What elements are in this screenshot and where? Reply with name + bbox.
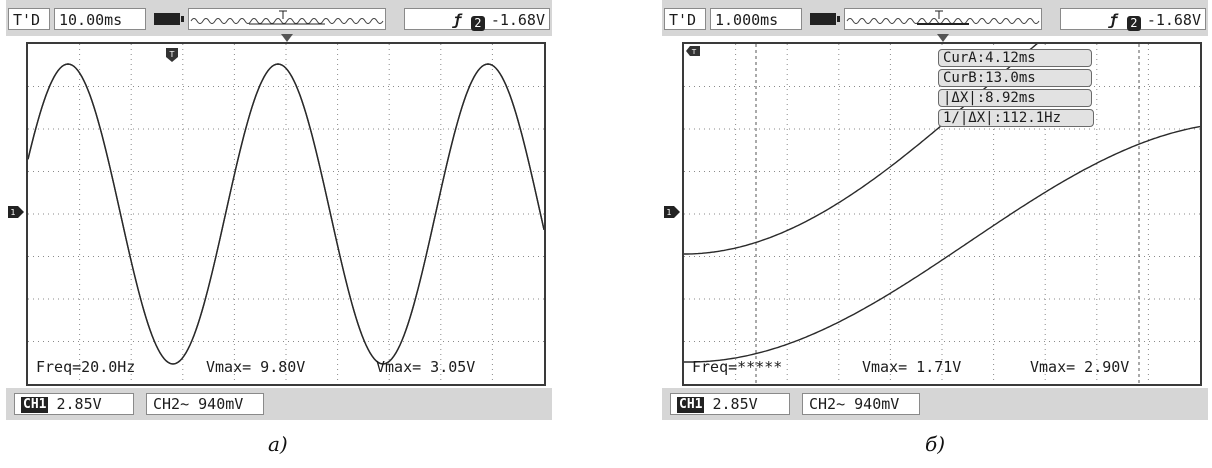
ch1-scale: CH1 2.85V (14, 393, 134, 415)
rising-edge-slope-icon: ƒ (452, 11, 462, 29)
timebase-readout: 1.000ms (710, 8, 802, 30)
frequency-readout: Freq=***** (692, 358, 783, 376)
status-bar: T'D 10.00ms ƒ 2 -1.68V (6, 0, 552, 36)
ch2-trace (684, 125, 1200, 363)
figure-caption-b: б) (925, 432, 946, 456)
cursor-a-readout: CurA:4.12ms (938, 49, 1092, 67)
figure-caption-a: a) (268, 432, 288, 456)
ch2-scale: CH2~ 940mV (146, 393, 264, 415)
trigger-readout: ƒ 2 -1.68V (1060, 8, 1206, 31)
ch2-scale: CH2~ 940mV (802, 393, 920, 415)
trigger-position-marker-icon (937, 34, 949, 42)
trigger-readout: ƒ 2 -1.68V (404, 8, 550, 31)
ch1-tag: CH1 (677, 397, 705, 413)
ch2-trace (28, 63, 544, 365)
grid-lines (28, 44, 544, 384)
ch1-vmax-readout: Vmax= 1.71V (862, 358, 962, 376)
svg-text:T: T (691, 48, 697, 56)
memory-overview-bar (188, 8, 386, 30)
oscilloscope-panel-b: T'D 1.000ms ƒ 2 -1.68V T 1 Cur (662, 0, 1208, 420)
cursor-b-readout: CurB:13.0ms (938, 69, 1092, 87)
channel-bar: CH1 2.85V CH2~ 940mV (6, 388, 552, 420)
trigger-level-value: -1.68V (1146, 11, 1201, 29)
svg-text:1: 1 (666, 208, 671, 217)
trigger-position-marker-icon (281, 34, 293, 42)
grid-lines (684, 44, 1200, 384)
ch1-vmax-readout: Vmax= 9.80V (206, 358, 306, 376)
ch2-vmax-readout: Vmax= 3.05V (376, 358, 476, 376)
ch1-scale-value: 2.85V (56, 395, 102, 413)
memory-overview-bar (844, 8, 1042, 30)
svg-text:1: 1 (10, 208, 15, 217)
rising-edge-slope-icon: ƒ (1108, 11, 1118, 29)
trigger-time-marker-icon: T (166, 48, 178, 62)
ch1-scale: CH1 2.85V (670, 393, 790, 415)
ch1-trace (28, 63, 544, 365)
mode-indicator: T'D (8, 8, 50, 30)
waveform-screen: T 1 CurA:4.12ms CurB:13.0ms |ΔX|:8.92ms … (662, 34, 1208, 388)
ch2-vmax-readout: Vmax= 2.90V (1030, 358, 1130, 376)
frequency-readout: Freq=20.0Hz (36, 358, 136, 376)
ch1-ground-marker-icon: 1 (664, 206, 680, 218)
cursor-frequency-readout: 1/|ΔX|:112.1Hz (938, 109, 1094, 127)
status-bar: T'D 1.000ms ƒ 2 -1.68V (662, 0, 1208, 36)
battery-icon (154, 13, 184, 25)
trigger-level-value: -1.68V (490, 11, 545, 29)
battery-icon (810, 13, 840, 25)
ch1-scale-value: 2.85V (712, 395, 758, 413)
mode-indicator: T'D (664, 8, 706, 30)
trigger-time-left-marker-icon: T (686, 46, 700, 56)
ch1-ground-marker-icon: 1 (8, 206, 24, 218)
graticule (26, 42, 546, 386)
trigger-source-indicator: 2 (1126, 16, 1141, 31)
svg-text:T: T (169, 50, 175, 59)
trigger-source-indicator: 2 (470, 16, 485, 31)
oscilloscope-panel-a: T'D 10.00ms ƒ 2 -1.68V T 1 Freq (6, 0, 552, 420)
cursor-delta-readout: |ΔX|:8.92ms (938, 89, 1092, 107)
channel-bar: CH1 2.85V CH2~ 940mV (662, 388, 1208, 420)
waveform-screen: T 1 Freq=20.0Hz Vmax= 9.80V Vmax= 3.05V (6, 34, 552, 388)
timebase-readout: 10.00ms (54, 8, 146, 30)
ch1-tag: CH1 (21, 397, 49, 413)
